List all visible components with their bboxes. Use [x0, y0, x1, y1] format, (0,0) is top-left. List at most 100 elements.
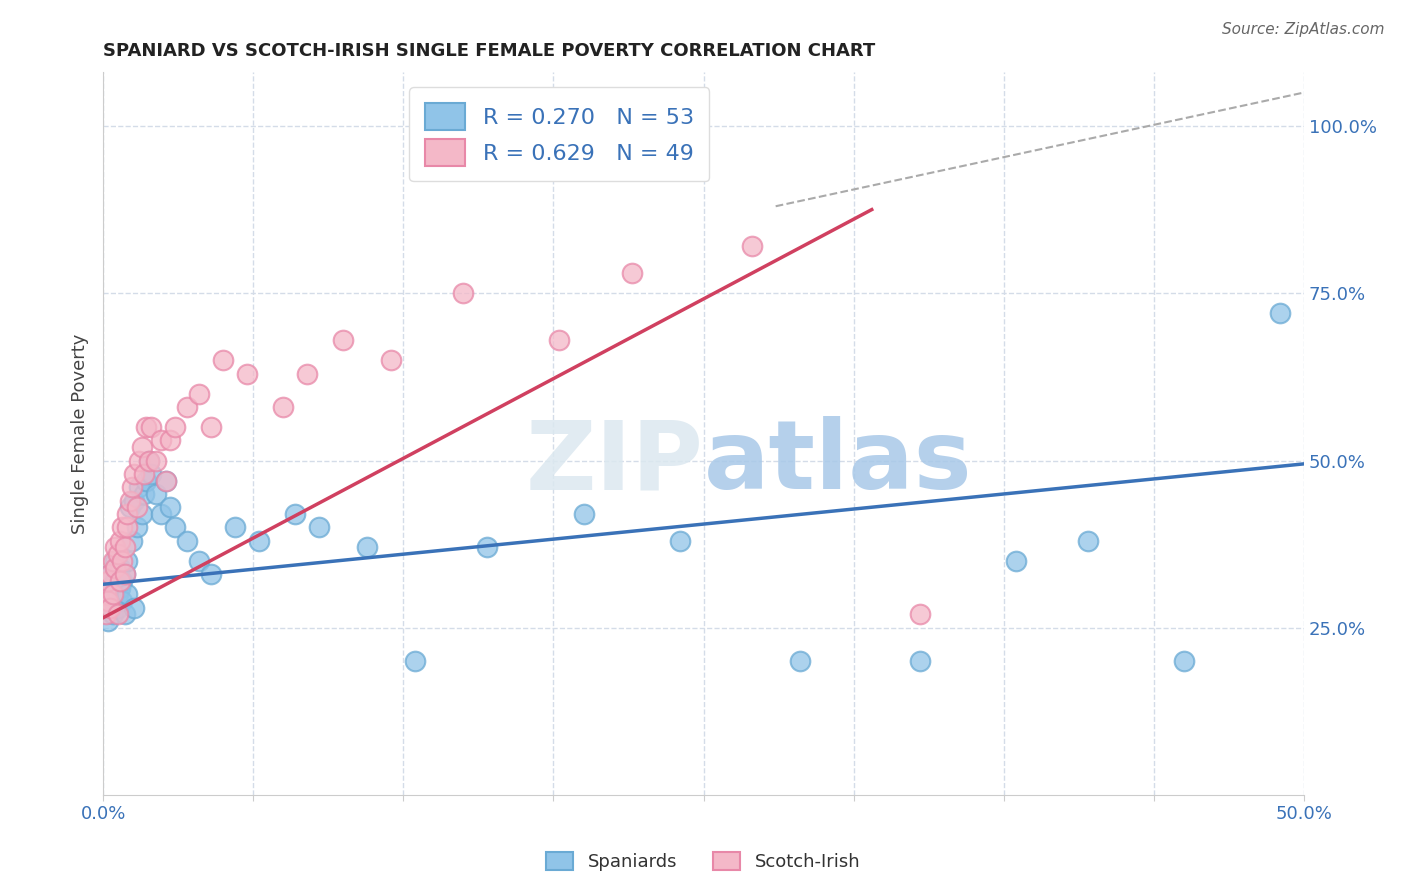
- Point: [101, 594, 124, 608]
- Point: [97, 574, 120, 588]
- Point: [131, 440, 153, 454]
- Point: [115, 520, 138, 534]
- Point: [297, 367, 319, 381]
- Point: [200, 567, 222, 582]
- Point: [176, 533, 198, 548]
- Point: [1077, 533, 1099, 548]
- Point: [271, 400, 294, 414]
- Point: [572, 507, 595, 521]
- Point: [188, 386, 211, 401]
- Point: [356, 541, 378, 555]
- Point: [128, 480, 150, 494]
- Point: [104, 541, 127, 555]
- Point: [380, 353, 402, 368]
- Legend: R = 0.270   N = 53, R = 0.629   N = 49: R = 0.270 N = 53, R = 0.629 N = 49: [409, 87, 710, 181]
- Point: [212, 353, 235, 368]
- Point: [125, 500, 148, 515]
- Point: [98, 587, 121, 601]
- Point: [453, 286, 475, 301]
- Point: [97, 581, 120, 595]
- Point: [118, 500, 141, 515]
- Legend: Spaniards, Scotch-Irish: Spaniards, Scotch-Irish: [538, 845, 868, 879]
- Point: [111, 594, 134, 608]
- Point: [124, 493, 146, 508]
- Point: [404, 654, 426, 668]
- Point: [155, 474, 177, 488]
- Point: [188, 554, 211, 568]
- Point: [98, 567, 121, 582]
- Point: [107, 547, 129, 561]
- Text: SPANIARD VS SCOTCH-IRISH SINGLE FEMALE POVERTY CORRELATION CHART: SPANIARD VS SCOTCH-IRISH SINGLE FEMALE P…: [103, 42, 876, 60]
- Point: [135, 420, 157, 434]
- Point: [145, 453, 167, 467]
- Text: atlas: atlas: [703, 417, 972, 509]
- Point: [308, 520, 330, 534]
- Point: [332, 333, 354, 347]
- Point: [1005, 554, 1028, 568]
- Point: [94, 600, 117, 615]
- Point: [101, 587, 124, 601]
- Point: [131, 507, 153, 521]
- Point: [124, 600, 146, 615]
- Point: [104, 560, 127, 574]
- Point: [284, 507, 307, 521]
- Point: [741, 239, 763, 253]
- Point: [107, 587, 129, 601]
- Point: [104, 574, 127, 588]
- Point: [111, 554, 134, 568]
- Point: [135, 474, 157, 488]
- Point: [141, 420, 163, 434]
- Point: [98, 567, 121, 582]
- Text: ZIP: ZIP: [526, 417, 703, 509]
- Point: [108, 581, 131, 595]
- Point: [159, 500, 181, 515]
- Point: [101, 607, 124, 622]
- Point: [111, 574, 134, 588]
- Point: [224, 520, 246, 534]
- Point: [668, 533, 690, 548]
- Point: [620, 266, 643, 280]
- Point: [149, 434, 172, 448]
- Point: [125, 520, 148, 534]
- Point: [149, 507, 172, 521]
- Point: [176, 400, 198, 414]
- Point: [128, 453, 150, 467]
- Point: [247, 533, 270, 548]
- Point: [1268, 306, 1291, 320]
- Point: [98, 600, 121, 615]
- Point: [548, 333, 571, 347]
- Point: [114, 567, 136, 582]
- Point: [108, 574, 131, 588]
- Point: [97, 594, 120, 608]
- Point: [138, 453, 160, 467]
- Point: [789, 654, 811, 668]
- Point: [115, 507, 138, 521]
- Point: [908, 654, 931, 668]
- Point: [104, 554, 127, 568]
- Point: [108, 533, 131, 548]
- Point: [97, 614, 120, 628]
- Point: [165, 420, 187, 434]
- Text: Source: ZipAtlas.com: Source: ZipAtlas.com: [1222, 22, 1385, 37]
- Point: [121, 480, 143, 494]
- Point: [155, 474, 177, 488]
- Point: [145, 487, 167, 501]
- Point: [908, 607, 931, 622]
- Point: [132, 467, 155, 481]
- Point: [138, 453, 160, 467]
- Point: [107, 600, 129, 615]
- Point: [124, 467, 146, 481]
- Point: [108, 560, 131, 574]
- Point: [118, 493, 141, 508]
- Point: [132, 487, 155, 501]
- Point: [200, 420, 222, 434]
- Point: [159, 434, 181, 448]
- Point: [94, 607, 117, 622]
- Point: [94, 587, 117, 601]
- Point: [477, 541, 499, 555]
- Point: [141, 467, 163, 481]
- Point: [165, 520, 187, 534]
- Point: [115, 554, 138, 568]
- Point: [107, 607, 129, 622]
- Point: [1173, 654, 1195, 668]
